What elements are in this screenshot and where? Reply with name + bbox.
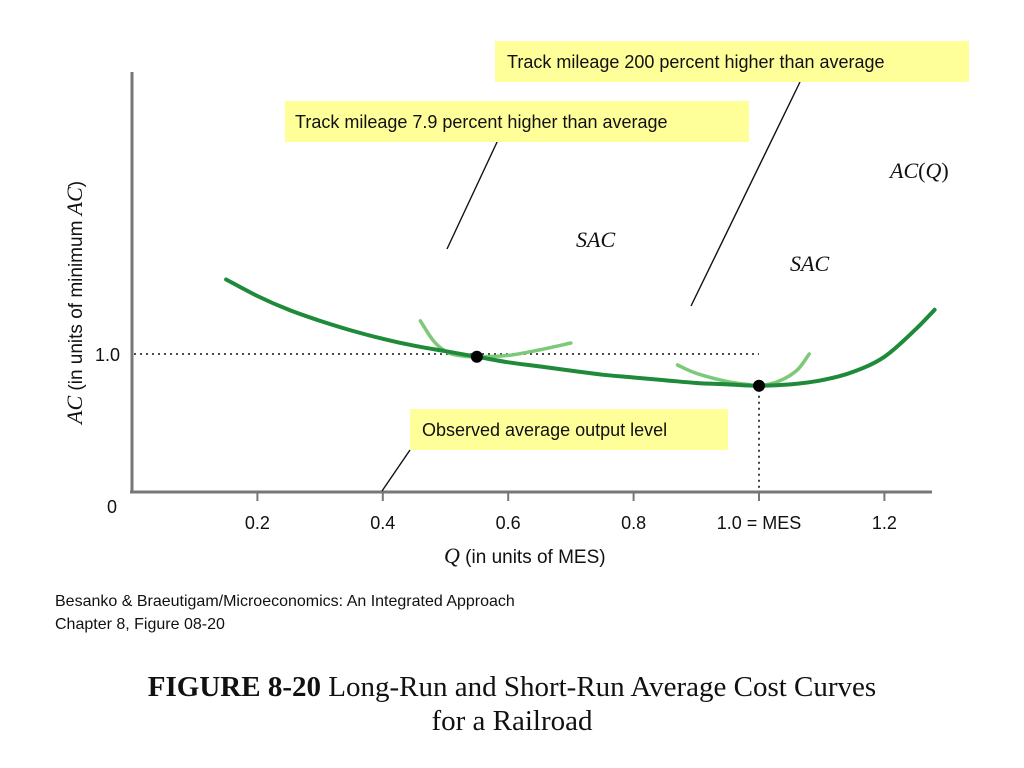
callout-7-9-percent: Track mileage 7.9 percent higher than av… <box>295 112 668 132</box>
callout-leader-sac1 <box>446 139 499 250</box>
tangency-point-1 <box>470 350 483 363</box>
figure-caption: FIGURE 8-20 Long-Run and Short-Run Avera… <box>0 670 1024 704</box>
callout-leader-sac2 <box>690 81 801 307</box>
sac-label-1: SAC <box>576 227 615 252</box>
ac-curve <box>224 277 937 388</box>
y-axis-title: AC (in units of minimum AC) <box>62 181 87 426</box>
source-line-1: Besanko & Braeutigam/Microeconomics: An … <box>55 593 515 610</box>
ac-curve-label: AC(Q) <box>888 158 949 183</box>
callout-box-output-level <box>410 409 728 450</box>
callout-box-7-9-percent <box>285 101 749 142</box>
tangency-point-2 <box>753 379 765 392</box>
sac-label-2: SAC <box>790 251 829 276</box>
source-line-2: Chapter 8, Figure 08-20 <box>55 616 225 633</box>
x-tick-label-4: 0.8 <box>621 513 646 533</box>
x-tick-marks <box>256 492 886 501</box>
figure-caption-line2: for a Railroad <box>431 705 593 737</box>
callout-box-200-percent <box>495 41 969 82</box>
x-tick-labels: 0.2 0.4 0.6 0.8 1.0 = MES 1.2 <box>245 513 897 533</box>
callout-200-percent: Track mileage 200 percent higher than av… <box>507 52 885 72</box>
curves-group <box>224 277 937 388</box>
sac-curve-2 <box>675 352 811 388</box>
y-tick-label-1: 1.0 <box>95 345 120 365</box>
x-axis-title: Q (in units of MES) <box>444 543 606 568</box>
callout-output-level: Observed average output level <box>422 420 667 440</box>
callout-leader-output <box>381 449 411 492</box>
tangency-points <box>470 350 765 392</box>
x-tick-label-2: 0.4 <box>370 513 395 533</box>
x-tick-label-3: 0.6 <box>496 513 521 533</box>
x-tick-label-6: 1.2 <box>872 513 897 533</box>
caption-title-line1: Long-Run and Short-Run Average Cost Curv… <box>320 671 877 703</box>
x-tick-label-5: 1.0 = MES <box>717 513 802 533</box>
figure-number: FIGURE 8-20 <box>147 671 321 703</box>
x-tick-label-1: 0.2 <box>245 513 270 533</box>
origin-label: 0 <box>107 497 117 517</box>
